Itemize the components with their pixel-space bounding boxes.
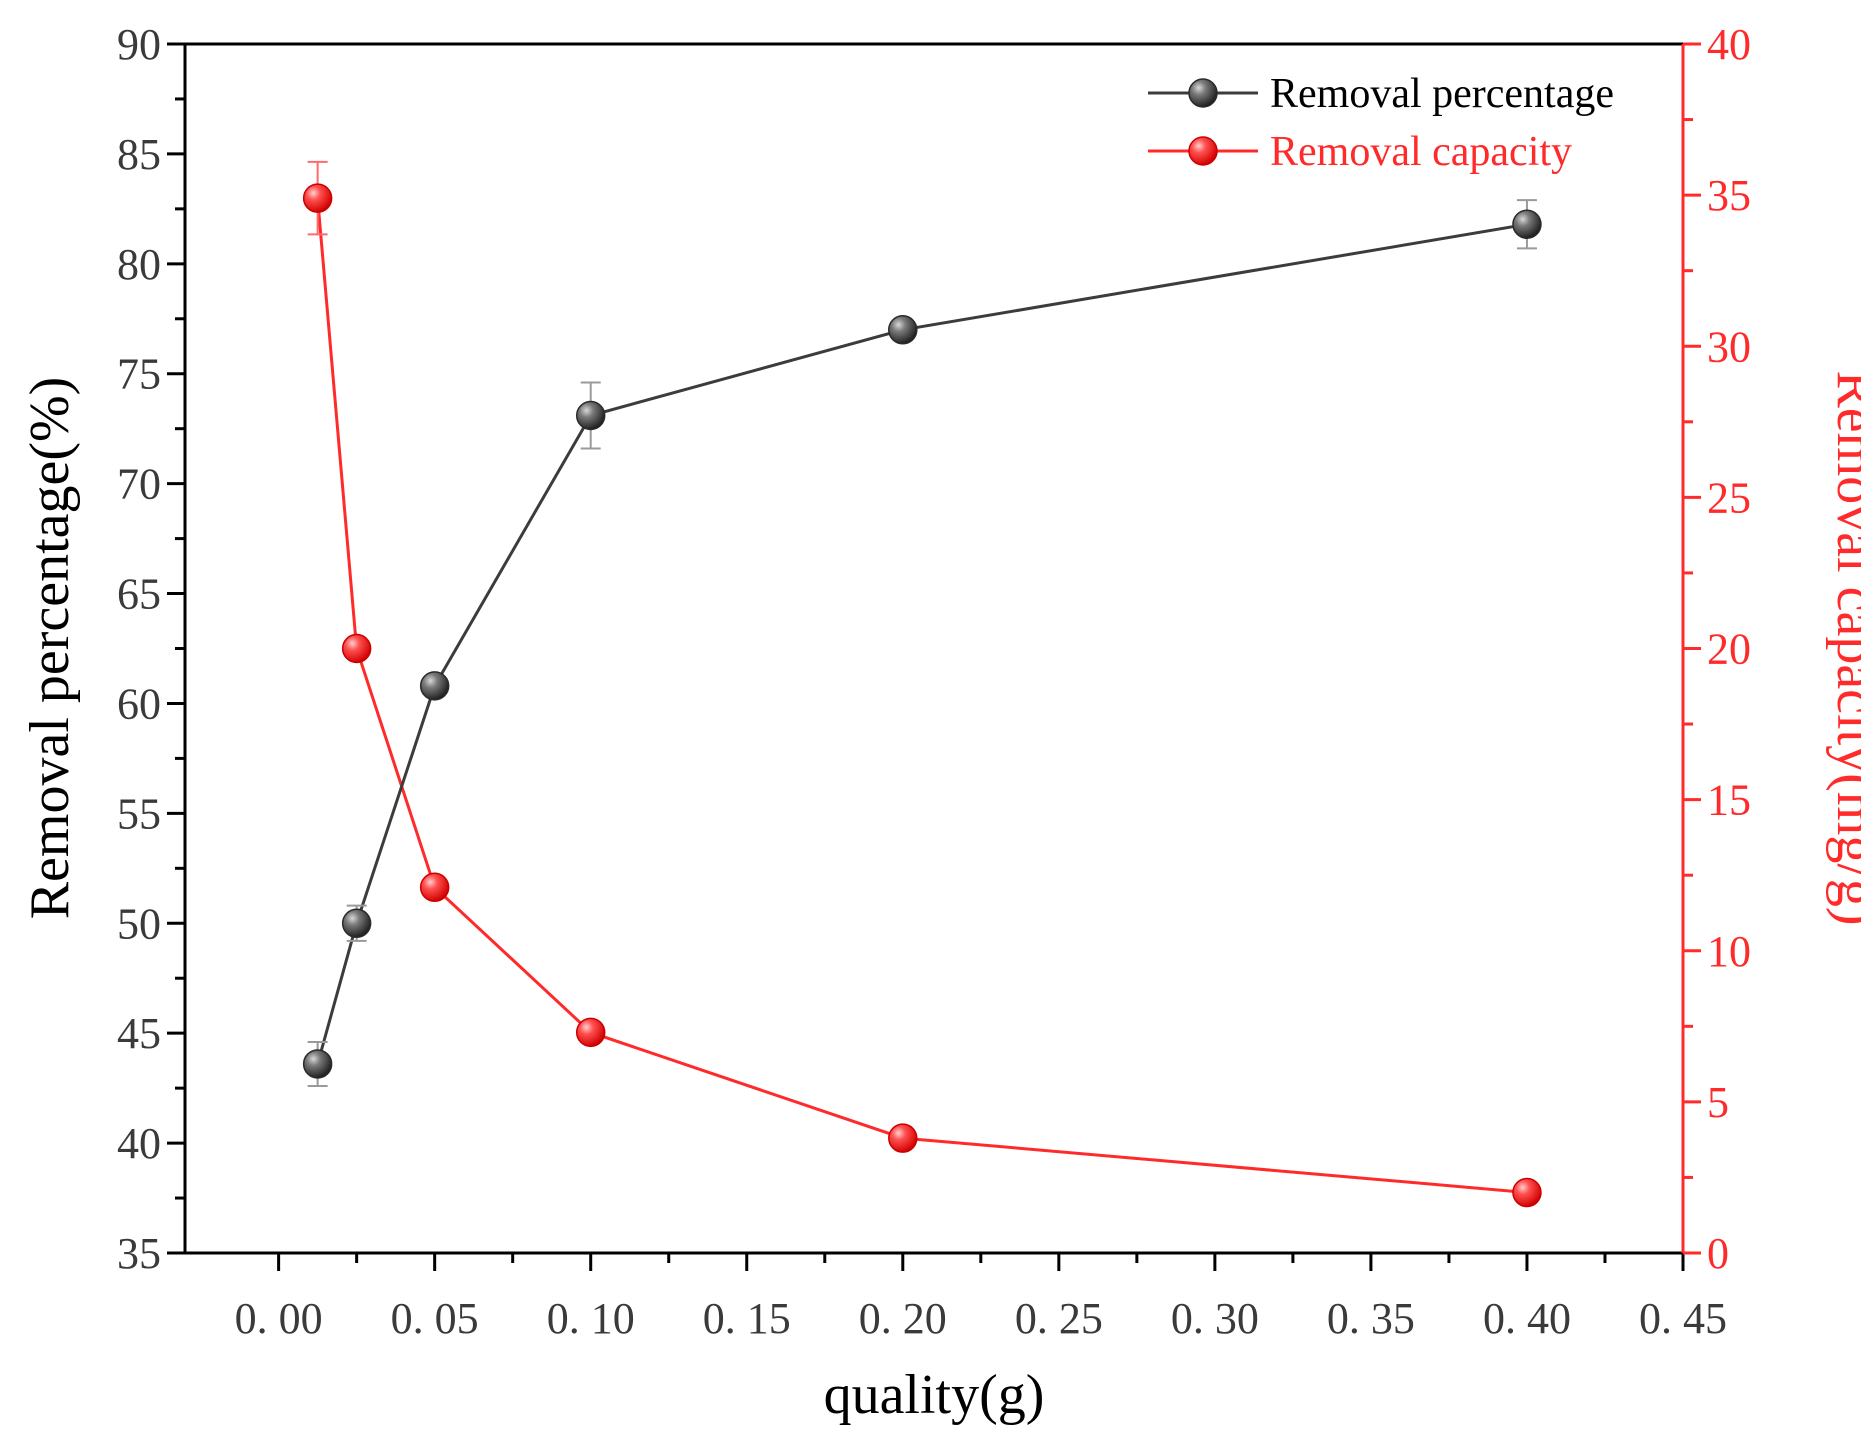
x-tick-label: 0. 40 [1483,1294,1571,1343]
data-point-removal-percentage [341,908,372,939]
series-line-removal-percentage [316,222,1528,1065]
data-point-removal-percentage [419,671,450,701]
x-tick-label: 0. 20 [859,1294,947,1343]
data-point-removal-percentage [1512,209,1542,240]
y-left-tick-label: 60 [117,679,161,728]
y-right-tick-label: 10 [1707,927,1751,976]
y-left-tick-label: 45 [117,1009,161,1058]
x-tick-label: 0. 15 [703,1294,791,1343]
y-left-tick-label: 65 [117,570,161,619]
y-left-tick-label: 70 [117,460,161,509]
y-left-tick-label: 80 [117,240,161,289]
data-point-removal-percentage [575,400,606,431]
data-point-removal-capacity [419,872,450,903]
y-right-tick-label: 25 [1707,473,1751,522]
y-left-tick-label: 75 [117,350,161,399]
y-left-tick-label: 50 [117,899,161,948]
data-point-removal-capacity [302,183,333,213]
data-point-removal-capacity [575,1017,606,1048]
y-left-tick-label: 35 [117,1229,161,1278]
legend-marker-removal-percentage [1188,78,1218,108]
y-left-tick-label: 55 [117,789,161,838]
x-tick-label: 0. 35 [1327,1294,1415,1343]
data-point-removal-percentage [888,315,918,345]
y-left-axis-title: Removal percentage(%) [19,377,81,920]
y-right-tick-label: 15 [1707,776,1751,825]
data-point-removal-percentage [302,1049,333,1079]
y-right-tick-label: 40 [1707,20,1751,69]
y-right-tick-label: 30 [1707,322,1751,371]
x-axis-ticks: 0. 00 0. 05 0. 10 0. 15 0. 20 0. 25 0. 30 0. 35… [235,1253,1727,1343]
y-left-tick-label: 90 [117,20,161,69]
y-right-axis-ticks: 0 5 10 15 20 25 30 35 40 [1683,20,1751,1278]
series-layer [302,160,1542,1208]
x-tick-label: 0. 10 [547,1294,635,1343]
y-left-axis-ticks: 35 40 45 50 55 60 65 70 75 80 85 90 [117,20,185,1278]
y-left-tick-label: 40 [117,1119,161,1168]
y-right-tick-label: 20 [1707,625,1751,674]
y-right-tick-label: 35 [1707,171,1751,220]
x-axis-title: quality(g) [824,1364,1045,1426]
legend-label-removal-capacity: Removal capacity [1270,129,1572,175]
data-point-removal-capacity [341,633,372,664]
y-left-tick-label: 85 [117,130,161,179]
x-tick-label: 0. 45 [1639,1294,1727,1343]
legend-label-removal-percentage: Removal percentage [1270,71,1614,117]
data-point-removal-capacity [1512,1177,1542,1208]
data-point-removal-capacity [888,1123,918,1153]
x-tick-label: 0. 25 [1015,1294,1103,1343]
y-right-axis-title: Removal capacity(mg/g) [1825,370,1861,925]
x-tick-label: 0. 00 [235,1294,323,1343]
y-right-tick-label: 5 [1707,1078,1729,1127]
y-right-tick-label: 0 [1707,1229,1729,1278]
legend-marker-removal-capacity [1188,136,1218,166]
x-tick-label: 0. 05 [391,1294,479,1343]
x-tick-label: 0. 30 [1171,1294,1259,1343]
legend: Removal percentage Removal capacity [1148,71,1614,175]
series-line-removal-capacity [316,197,1528,1194]
